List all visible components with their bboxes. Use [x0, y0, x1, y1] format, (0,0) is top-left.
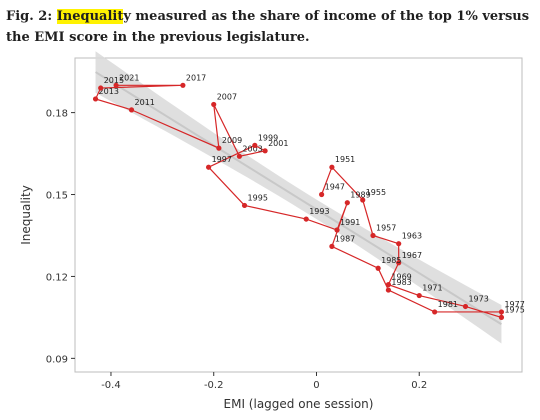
data-point: [396, 241, 402, 247]
data-point: [319, 191, 325, 198]
point-label: 1955: [366, 188, 386, 197]
x-axis-label: EMI (lagged one session): [224, 397, 374, 411]
point-label: 1963: [402, 232, 422, 241]
point-label: 2007: [217, 92, 237, 101]
data-point: [211, 101, 217, 108]
point-label: 1983: [391, 278, 411, 287]
point-label: 1975: [504, 305, 524, 314]
data-point: [370, 232, 376, 239]
caption-prefix: Fig. 2:: [6, 9, 57, 24]
data-point: [385, 287, 392, 293]
point-label: 2001: [268, 139, 288, 148]
data-point: [334, 227, 340, 233]
data-point: [205, 164, 212, 170]
point-label: 1969: [391, 273, 411, 282]
series-path: [94, 84, 503, 319]
point-label: 1989: [350, 191, 370, 200]
point-label: 2021: [119, 73, 139, 82]
data-point: [128, 107, 135, 113]
point-label: 2013: [99, 87, 119, 96]
data-point: [432, 309, 438, 315]
y-tick-label: 0.18: [46, 109, 68, 120]
point-label: 2003: [242, 144, 262, 153]
x-tick-label: 0.2: [411, 380, 427, 391]
y-tick-label: 0.09: [46, 354, 68, 365]
point-label: 1995: [248, 193, 268, 202]
point-label: 2011: [135, 98, 155, 107]
point-label: 1957: [376, 223, 396, 232]
point-label: 1987: [335, 234, 355, 243]
data-point: [241, 202, 248, 209]
data-point: [344, 200, 350, 206]
figure-caption: Fig. 2: Inequality measured as the share…: [6, 6, 534, 48]
data-point: [216, 145, 222, 151]
data-point: [113, 82, 119, 88]
data-point: [92, 96, 99, 102]
data-point: [375, 265, 381, 271]
point-label: 1985: [381, 256, 401, 265]
fit-line: [95, 71, 502, 326]
y-axis-label: Inequality: [19, 185, 33, 245]
y-tick-label: 0.15: [46, 191, 68, 202]
point-label: 1947: [325, 183, 345, 192]
data-point: [498, 309, 505, 315]
data-point: [303, 216, 309, 222]
data-point: [385, 282, 392, 288]
point-label: 1981: [438, 300, 458, 309]
point-label: 1991: [340, 218, 360, 227]
data-point: [329, 243, 335, 249]
point-label: 1973: [468, 294, 488, 303]
data-point: [98, 85, 104, 91]
data-point: [462, 303, 469, 310]
point-label: 1951: [335, 155, 355, 164]
point-label: 2015: [104, 76, 124, 85]
point-label: 1967: [402, 251, 422, 260]
point-label: 1977: [504, 300, 524, 309]
point-label: 2017: [186, 73, 206, 82]
y-tick-label: 0.12: [46, 272, 68, 283]
data-point: [396, 260, 402, 266]
data-point: [262, 148, 268, 154]
data-point: [252, 142, 258, 148]
point-label: 1997: [212, 155, 232, 164]
point-label: 1993: [309, 207, 329, 216]
point-label: 2009: [222, 136, 242, 145]
x-tick-label: -0.2: [204, 380, 224, 391]
data-point: [416, 292, 422, 299]
data-point: [329, 164, 335, 170]
data-point: [180, 82, 186, 88]
x-tick-label: 0: [313, 380, 319, 391]
data-point: [498, 314, 505, 320]
data-point: [360, 197, 366, 203]
data-point: [236, 153, 243, 159]
point-label: 1971: [422, 284, 442, 293]
caption-highlight: Inequalit: [56, 9, 124, 24]
caption-rest: y measured as the share of income of the…: [6, 9, 530, 45]
point-label: 1999: [258, 133, 278, 142]
x-tick-label: -0.4: [101, 380, 121, 391]
